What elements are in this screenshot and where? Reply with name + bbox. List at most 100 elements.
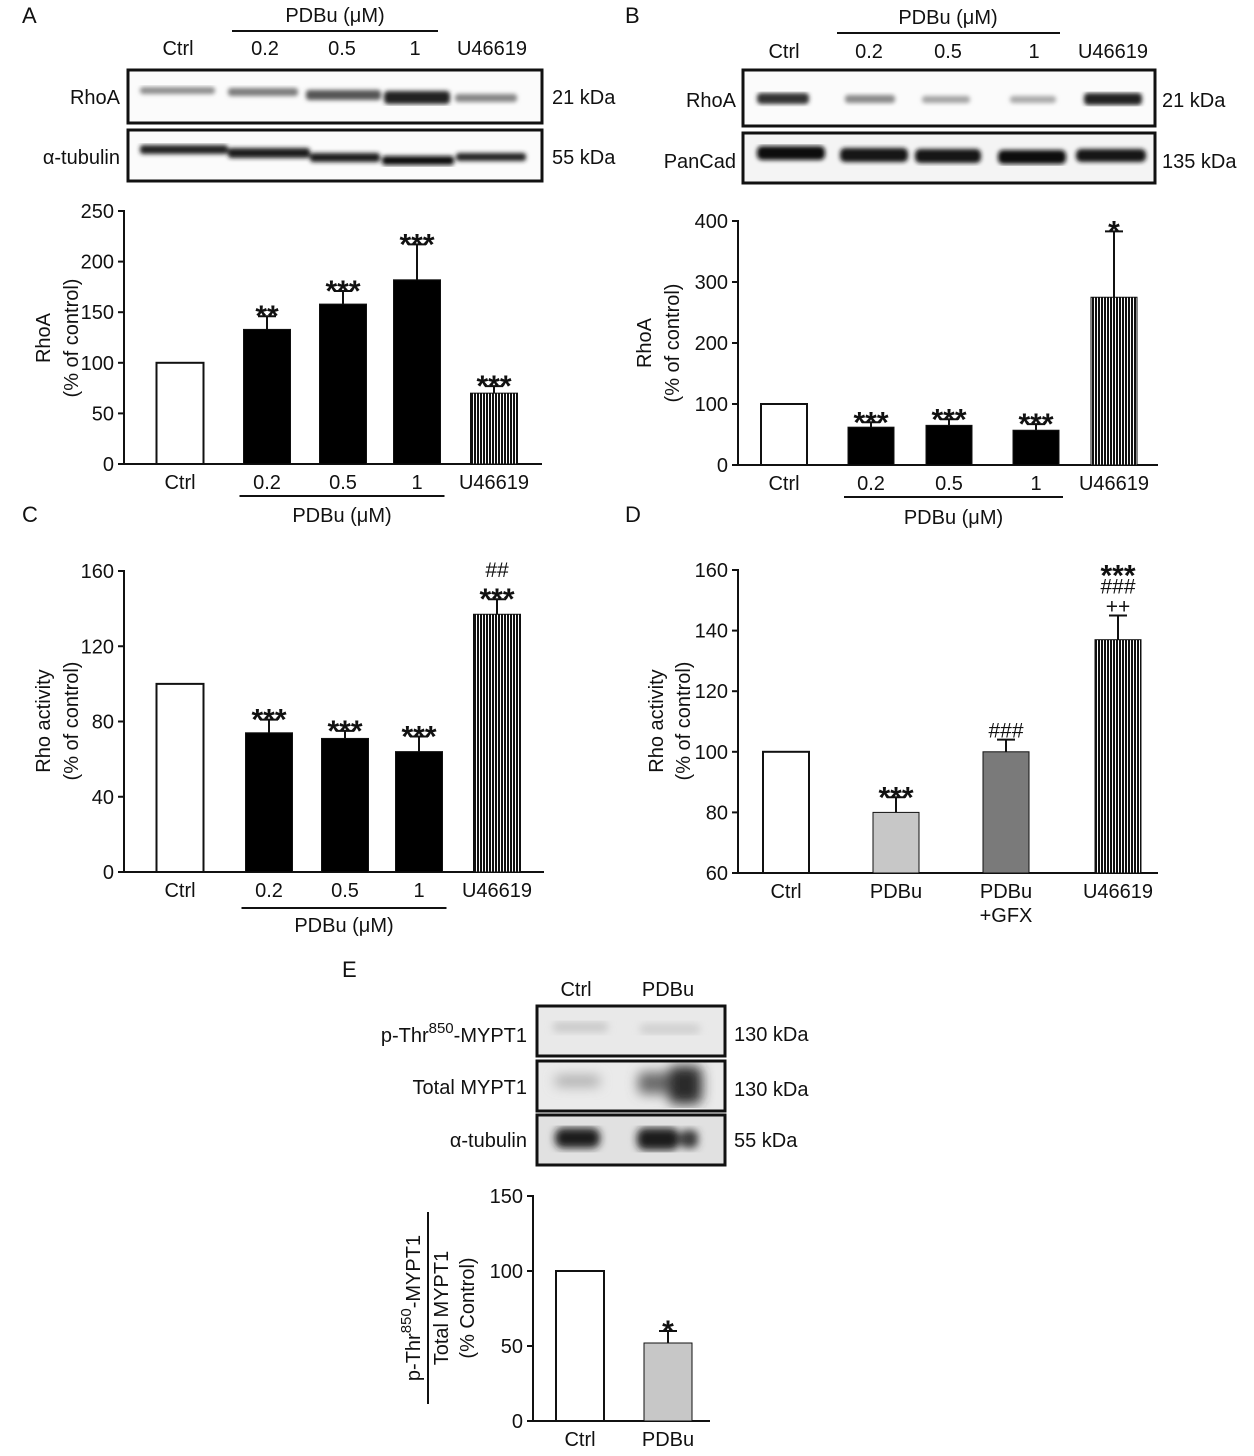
chart-b-ytick-label: 100 (695, 394, 728, 416)
chart-b: 0 100 200 300 400 Ctrl *** 0.2 *** 0.5 *** 1 * U46619… (634, 211, 1158, 529)
blot-e-total-bands (555, 1066, 702, 1104)
blot-a-lane-u46619: U46619 (457, 38, 527, 60)
chart-a-ytick-label: 0 (103, 454, 114, 476)
chart-a-ytick-label: 150 (81, 302, 114, 324)
blot-b-row-pancad: PanCad (664, 151, 736, 173)
blot-e-lane-ctrl: Ctrl (560, 979, 591, 1001)
chart-b-xtick-label: U46619 (1079, 473, 1149, 495)
chart-a-xtick-label: U46619 (459, 472, 529, 494)
chart-c-significance-label: *** (401, 721, 436, 754)
chart-b-bar (847, 426, 895, 466)
chart-c-ytick-label: 160 (81, 561, 114, 583)
western-blot-b: PDBu (μM) Ctrl 0.2 0.5 1 U46619 RhoA 21 … (664, 7, 1237, 185)
chart-d-xtick-label: PDBu (870, 881, 922, 903)
chart-c-significance-label: *** (251, 704, 286, 737)
chart-e-ylabel-unit: (% Control) (457, 1257, 479, 1358)
chart-d: 6080100120140160Ctrl***PDBu###PDBu+GFX++… (646, 559, 1158, 927)
chart-c-xtick-label: Ctrl (164, 880, 195, 902)
chart-c-bar (245, 732, 293, 873)
chart-c: 04080120160Ctrl***0.2***0.5***1***##U466… (33, 559, 544, 937)
chart-b-ylabel: (% of control) (662, 284, 684, 403)
chart-c-bar (395, 751, 443, 873)
panel-letter-d: D (625, 502, 641, 527)
chart-d-xtick-label: PDBu (980, 881, 1032, 903)
chart-e: 0 50 100 150 Ctrl * PDBu p-Thr850-MYPT1 Total MY… (398, 1186, 710, 1451)
chart-d-bar (982, 751, 1030, 874)
chart-c-ylabel: (% of control) (61, 662, 83, 781)
blot-b-pancad-bands (757, 146, 1146, 164)
panel-letter-e: E (342, 957, 357, 982)
chart-e-ytick-label: 150 (490, 1186, 523, 1208)
chart-d-significance-label: *** (878, 781, 913, 814)
chart-c-bar (155, 682, 205, 873)
chart-d-ylabel: (% of control) (673, 662, 695, 781)
chart-b-bar (925, 424, 973, 466)
blot-b-mw-rhoa: 21 kDa (1162, 90, 1226, 112)
blot-a-lane-1: 1 (409, 38, 420, 60)
chart-c-ytick-label: 120 (81, 636, 114, 658)
chart-b-xtick-label: 0.5 (935, 473, 963, 495)
chart-a-significance-label: *** (399, 228, 434, 261)
chart-c-ytick-label: 0 (103, 862, 114, 884)
chart-a-xtick-label: 0.2 (253, 472, 281, 494)
blot-b-lane-0.2: 0.2 (855, 41, 883, 63)
chart-a-significance-label: *** (325, 275, 360, 308)
chart-d-xtick-label: Ctrl (770, 881, 801, 903)
blot-e-lane-pdbu: PDBu (642, 979, 694, 1001)
chart-a-ytick-label: 50 (92, 403, 114, 425)
chart-e-bar (643, 1342, 693, 1422)
western-blot-a: PDBu (μM) Ctrl 0.2 0.5 1 U46619 RhoA 21 … (43, 5, 616, 183)
chart-c-group-label: PDBu (μM) (294, 915, 393, 937)
chart-a-bar (155, 361, 205, 465)
blot-e-mw-pthr: 130 kDa (734, 1024, 809, 1046)
panel-letter-a: A (22, 3, 37, 28)
chart-b-ytick-label: 300 (695, 272, 728, 294)
chart-a: 0 50 100 150 200 250 Ctrl ** 0.2 *** 0.5 *** 1 *** U46… (33, 201, 542, 527)
chart-c-significance-label: *** (327, 715, 362, 748)
chart-d-ytick-label: 120 (695, 681, 728, 703)
blot-a-lane-ctrl: Ctrl (162, 38, 193, 60)
chart-c-xtick-label: U46619 (462, 880, 532, 902)
chart-a-ytick-label: 250 (81, 201, 114, 223)
chart-e-ytick-label: 50 (501, 1336, 523, 1358)
chart-c-xtick-label: 1 (413, 880, 424, 902)
blot-a-rhoa-bands (140, 87, 517, 104)
chart-e-ytick-label: 100 (490, 1261, 523, 1283)
chart-b-significance-label: * (1108, 215, 1120, 248)
chart-e-ytick-label: 0 (512, 1411, 523, 1433)
chart-c-xtick-label: 0.2 (255, 880, 283, 902)
chart-b-ytick-label: 400 (695, 211, 728, 233)
chart-b-xtick-label: 1 (1030, 473, 1041, 495)
blot-e-row-tubulin: α-tubulin (450, 1130, 527, 1152)
chart-c-ylabel: Rho activity (33, 669, 55, 772)
blot-a-group-label: PDBu (μM) (285, 5, 384, 27)
chart-a-ylabel: (% of control) (61, 279, 83, 398)
chart-d-xtick-label: U46619 (1083, 881, 1153, 903)
blot-e-row-total: Total MYPT1 (413, 1077, 527, 1099)
chart-e-xtick-label: Ctrl (564, 1429, 595, 1451)
blot-e-row-pthr: p-Thr850-MYPT1 (381, 1020, 527, 1047)
western-blot-e: Ctrl PDBu p-Thr850-MYPT1 130 kDa Total M… (381, 979, 809, 1167)
chart-c-significance-label: ## (485, 559, 509, 582)
chart-c-bar (321, 737, 369, 873)
chart-b-ytick-label: 0 (717, 455, 728, 477)
chart-d-ytick-label: 160 (695, 560, 728, 582)
blot-e-mw-tubulin: 55 kDa (734, 1130, 798, 1152)
blot-b-mw-pancad: 135 kDa (1162, 151, 1237, 173)
chart-b-significance-label: *** (853, 406, 888, 439)
blot-a-lane-0.2: 0.2 (251, 38, 279, 60)
chart-b-significance-label: *** (1018, 408, 1053, 441)
chart-d-bar (762, 750, 810, 874)
chart-d-significance-label: ### (1100, 575, 1135, 598)
chart-a-xtick-label: Ctrl (164, 472, 195, 494)
blot-a-mw-tubulin: 55 kDa (552, 147, 616, 169)
chart-c-xtick-label: 0.5 (331, 880, 359, 902)
chart-a-ylabel: RhoA (33, 312, 55, 363)
chart-d-ytick-label: 140 (695, 621, 728, 643)
chart-a-group-label: PDBu (μM) (292, 505, 391, 527)
chart-a-significance-label: ** (255, 300, 279, 333)
blot-e-pthr-bands (553, 1022, 700, 1034)
blot-b-lane-u46619: U46619 (1078, 41, 1148, 63)
chart-d-bar (1094, 639, 1142, 874)
